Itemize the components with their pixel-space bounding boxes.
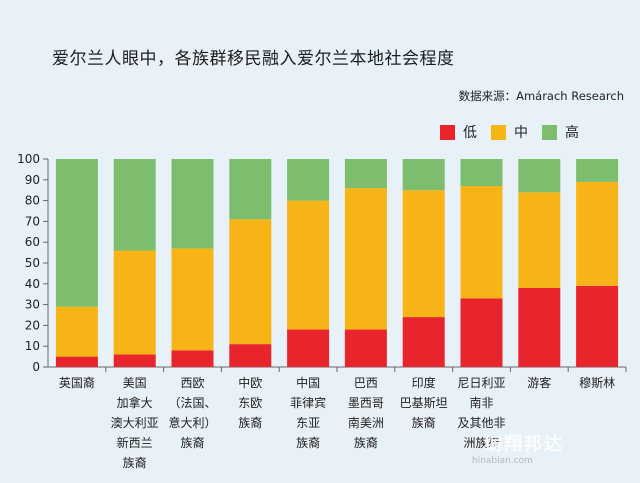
legend-item-low: 低 [440,122,477,142]
bar-mid-1 [113,250,156,355]
bar-high-5 [344,159,387,189]
legend-label-mid: 中 [514,125,528,141]
watermark-sub: hinabian.com [472,456,533,466]
bar-low-7 [460,298,503,367]
legend-item-mid: 中 [491,122,528,142]
bar-mid-4 [287,200,330,330]
bar-low-3 [229,344,272,367]
bar-low-1 [113,354,156,367]
bar-high-3 [229,159,272,220]
x-tick-label: 西欧 （法国、 意大利） 族裔 [168,376,217,450]
bar-high-4 [287,159,330,201]
bar-high-1 [113,159,156,251]
bar-mid-8 [518,192,561,288]
x-tick-label: 英国裔 [58,376,95,390]
y-tick-label: 40 [25,277,40,291]
bar-low-5 [344,329,387,367]
bar-high-6 [402,159,445,191]
x-tick-label: 中欧 东欧 族裔 [238,376,263,430]
x-tick-label: 游客 [527,376,552,390]
y-tick-label: 30 [25,298,40,312]
y-tick-label: 60 [25,235,40,249]
bar-low-6 [402,317,445,367]
bar-mid-9 [576,181,619,286]
y-tick-label: 0 [32,360,40,374]
bar-high-0 [55,159,98,307]
legend-swatch-mid [491,124,506,140]
bar-mid-3 [229,219,272,345]
x-tick-label: 美国 加拿大 澳大利亚 新西兰 族裔 [110,376,159,470]
bar-mid-7 [460,186,503,299]
x-tick-label: 印度 巴基斯坦 族裔 [399,376,448,430]
x-tick-label: 尼日利亚 南非 及其他非 洲族裔 [457,376,506,450]
bar-low-8 [518,287,561,367]
legend-swatch-low [440,124,455,140]
legend-item-high: 高 [542,122,579,142]
bar-low-4 [287,329,330,367]
bar-high-2 [171,159,214,249]
x-tick-label: 穆斯林 [579,376,616,390]
bar-high-9 [576,159,619,182]
bar-low-2 [171,350,214,367]
legend-swatch-high [542,124,557,140]
bar-mid-5 [344,188,387,330]
bar-high-8 [518,159,561,193]
chart-title: 爱尔兰人眼中，各族群移民融入爱尔兰本地社会程度 [52,49,455,69]
y-tick-label: 20 [25,318,40,332]
y-tick-label: 10 [25,339,40,353]
watermark-text: 编翔邦达 [484,434,564,455]
y-tick-label: 90 [25,173,40,187]
watermark: 编翔邦达 hinabian.com [462,426,622,476]
y-tick-label: 80 [25,194,40,208]
y-tick-label: 100 [17,152,40,166]
legend-label-high: 高 [565,125,579,141]
y-tick-label: 70 [25,214,40,228]
y-tick-label: 50 [25,256,40,270]
bar-low-0 [55,356,98,367]
data-source: 数据来源：Amárach Research [458,89,624,103]
legend: 低 中 高 [440,122,579,142]
bar-mid-6 [402,190,445,318]
bar-mid-2 [171,248,214,351]
x-tick-label: 巴西 墨西哥 南美洲 族裔 [347,376,384,450]
x-tick-label: 中国 菲律宾 东亚 族裔 [290,376,327,450]
bar-high-7 [460,159,503,187]
legend-label-low: 低 [463,125,477,141]
bar-mid-0 [55,306,98,357]
bar-low-9 [576,285,619,367]
